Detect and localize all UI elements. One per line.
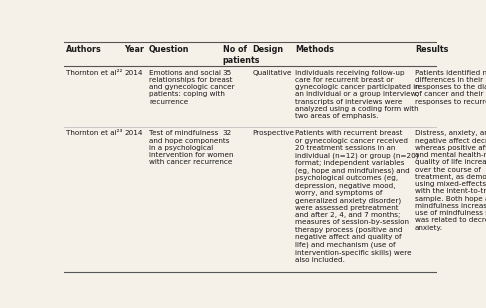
Text: Question: Question (149, 46, 190, 55)
Text: Patients identified notable
differences in their initial
responses to the diagno: Patients identified notable differences … (415, 70, 486, 104)
Text: Year: Year (124, 46, 144, 55)
Text: Design: Design (252, 46, 283, 55)
Text: Test of mindfulness
and hope components
in a psychological
intervention for wome: Test of mindfulness and hope components … (149, 130, 234, 165)
Text: 32: 32 (223, 130, 232, 136)
Text: Prospective: Prospective (252, 130, 294, 136)
Text: Emotions and social
relationships for breast
and gynecologic cancer
patients: co: Emotions and social relationships for br… (149, 70, 235, 104)
Text: Qualitative: Qualitative (252, 70, 292, 75)
Text: Patients with recurrent breast
or gynecologic cancer received
20 treatment sessi: Patients with recurrent breast or gyneco… (295, 130, 418, 263)
Text: Thornton et al²²: Thornton et al²² (66, 70, 122, 75)
Text: 2014: 2014 (124, 130, 143, 136)
Text: Distress, anxiety, and
negative affect decreased,
whereas positive affect
and me: Distress, anxiety, and negative affect d… (415, 130, 486, 230)
Text: Methods: Methods (295, 46, 334, 55)
Text: Thornton et al²³: Thornton et al²³ (66, 130, 122, 136)
Text: 35: 35 (223, 70, 232, 75)
Text: Individuals receiving follow-up
care for recurrent breast or
gynecologic cancer : Individuals receiving follow-up care for… (295, 70, 419, 119)
Text: Authors: Authors (66, 46, 102, 55)
Text: 2014: 2014 (124, 70, 143, 75)
Text: Results: Results (415, 46, 448, 55)
Text: No of
patients: No of patients (223, 46, 260, 65)
